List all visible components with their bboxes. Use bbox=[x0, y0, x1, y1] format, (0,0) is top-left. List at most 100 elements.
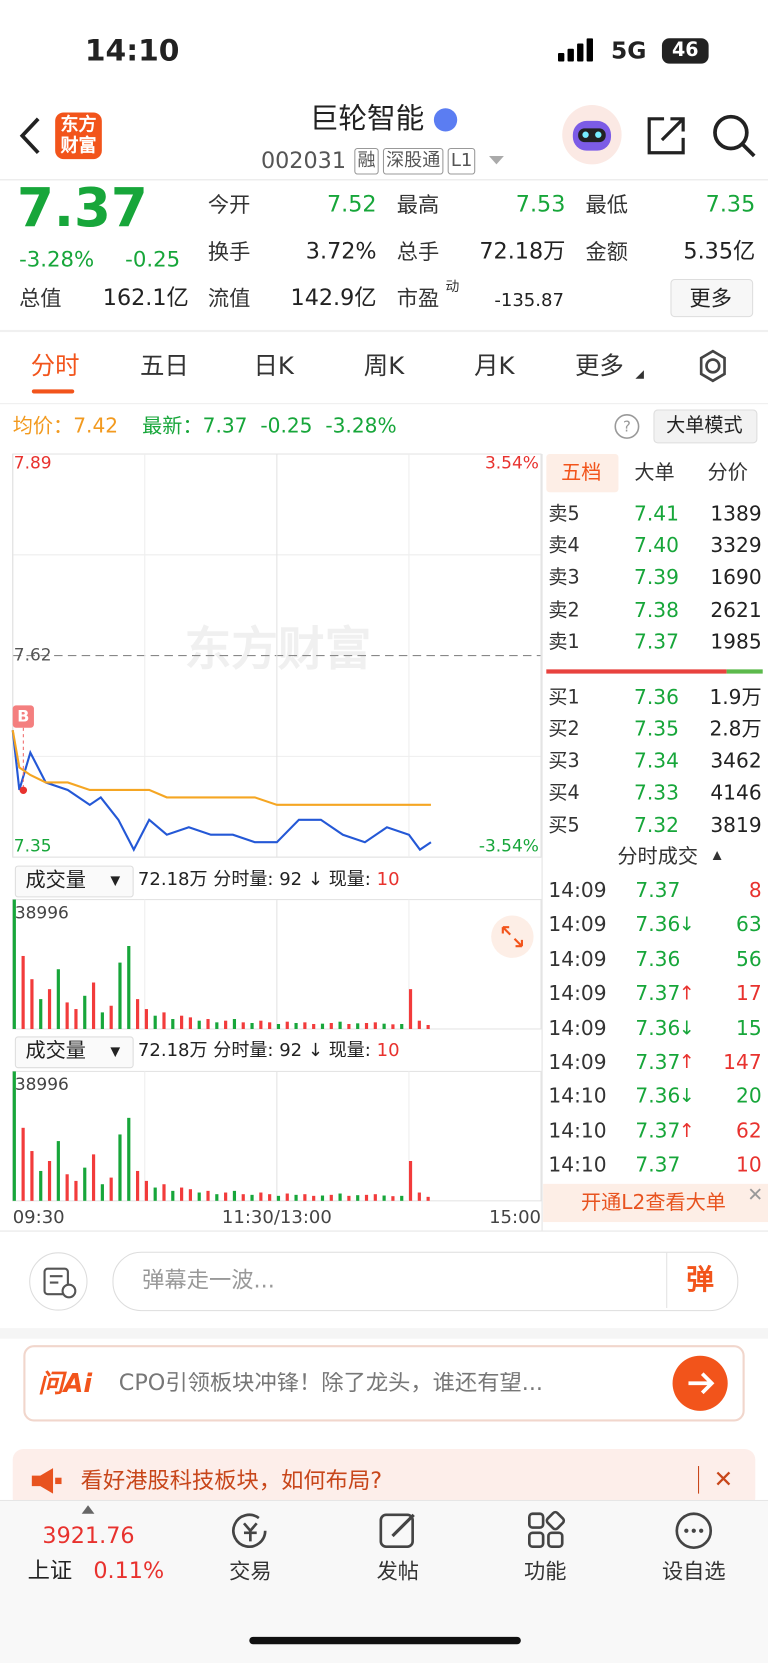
book-tab[interactable]: 五档 bbox=[561, 460, 602, 485]
indicator-select[interactable] bbox=[14, 1036, 134, 1069]
y-tick-label: 7.62 bbox=[14, 646, 52, 666]
l2-button[interactable]: 开通L2查看大单 bbox=[580, 1190, 726, 1215]
close-button[interactable]: ✕ bbox=[747, 1183, 764, 1207]
exchange-tag: 融 bbox=[354, 147, 379, 175]
nav-item[interactable]: 设自选 bbox=[661, 1558, 726, 1584]
index-name[interactable]: 上证 bbox=[27, 1557, 73, 1584]
volume-bar bbox=[417, 1192, 421, 1201]
index-change[interactable]: 0.11% bbox=[93, 1557, 165, 1584]
trades-title[interactable]: 分时成交 bbox=[617, 844, 699, 869]
book-price: 7.37 bbox=[634, 630, 679, 654]
post-icon[interactable] bbox=[378, 1510, 420, 1552]
banner-close[interactable]: ✕ bbox=[713, 1467, 734, 1494]
svg-text:?: ? bbox=[623, 418, 631, 436]
more-button-label[interactable]: 更多 bbox=[689, 285, 732, 311]
volume-bar bbox=[276, 1023, 281, 1029]
indicator-select[interactable] bbox=[14, 865, 134, 898]
volume-info: 72.18万 分时量: 92 ↓ 现量: 10 bbox=[138, 1042, 400, 1060]
watchlist-icon[interactable] bbox=[674, 1511, 714, 1551]
nav-item[interactable]: 交易 bbox=[229, 1558, 272, 1584]
volume-bar bbox=[21, 1127, 25, 1201]
share-button[interactable] bbox=[645, 115, 690, 157]
book-label: 卖4 bbox=[548, 534, 580, 557]
nav-item[interactable]: 功能 bbox=[524, 1558, 567, 1584]
settings-button[interactable] bbox=[696, 349, 730, 383]
tab[interactable]: 日K bbox=[253, 352, 294, 381]
bottom-nav bbox=[0, 1499, 768, 1663]
y-tick-label: 7.35 bbox=[14, 837, 52, 857]
volume-bar bbox=[100, 1012, 104, 1029]
book-label: 卖5 bbox=[548, 502, 580, 526]
index-value[interactable]: 3921.76 bbox=[42, 1522, 135, 1549]
verified-badge bbox=[433, 108, 458, 132]
volume-label[interactable]: 成交量 bbox=[25, 1039, 86, 1063]
tab[interactable]: 月K bbox=[474, 352, 515, 381]
danmaku-button[interactable]: 弹 bbox=[686, 1264, 714, 1297]
expand-button[interactable] bbox=[491, 915, 534, 958]
ai-send-button[interactable] bbox=[671, 1355, 728, 1412]
volume-bar bbox=[135, 999, 140, 1029]
volume-bar bbox=[65, 1174, 69, 1201]
tab[interactable]: 更多 bbox=[574, 352, 624, 381]
trade-arrow: ↓ bbox=[678, 1085, 695, 1108]
book-price: 7.41 bbox=[634, 502, 679, 526]
last-price: 7.37 bbox=[16, 177, 148, 239]
price-line bbox=[11, 730, 432, 852]
volume-bar bbox=[347, 1023, 351, 1029]
book-label: 买4 bbox=[548, 781, 580, 805]
trade-volume: 17 bbox=[735, 981, 762, 1006]
tab[interactable]: 周K bbox=[363, 352, 405, 381]
comment-settings[interactable] bbox=[29, 1252, 88, 1311]
back-button[interactable] bbox=[17, 117, 47, 155]
more-button[interactable] bbox=[670, 278, 754, 318]
nav-item[interactable]: 发帖 bbox=[376, 1558, 420, 1584]
dropdown-arrow[interactable] bbox=[488, 155, 505, 166]
l2-banner[interactable] bbox=[543, 1183, 768, 1223]
book-tab[interactable]: 大单 bbox=[634, 460, 675, 485]
field-value: 3.72% bbox=[305, 238, 377, 264]
search-button[interactable] bbox=[711, 112, 758, 159]
comment-placeholder[interactable]: 弹幕走一波... bbox=[142, 1267, 275, 1293]
ai-prompt[interactable]: CPO引领板块冲锋！除了龙头，谁还有望... bbox=[118, 1372, 544, 1395]
trade-price: 7.37 bbox=[635, 1050, 681, 1075]
avg-label: 均价：7.42 bbox=[13, 416, 118, 436]
trade-icon[interactable] bbox=[229, 1511, 271, 1551]
volume-bar bbox=[426, 1196, 430, 1201]
big-order-mode-button[interactable] bbox=[653, 409, 758, 444]
field-label: 今开 bbox=[207, 192, 251, 218]
big-order-mode-label[interactable]: 大单模式 bbox=[666, 414, 743, 438]
book-volume: 1985 bbox=[710, 630, 762, 654]
volume-label[interactable]: 成交量 bbox=[25, 868, 86, 892]
ratio-bar-buy bbox=[726, 669, 763, 674]
volume-bar bbox=[153, 1015, 157, 1029]
tab[interactable]: 分时 bbox=[30, 352, 80, 381]
news-banner[interactable] bbox=[12, 1449, 756, 1509]
volume-bar bbox=[180, 1187, 184, 1201]
comment-input[interactable] bbox=[112, 1251, 739, 1312]
trade-price: 7.36 bbox=[635, 913, 681, 937]
signal-icon bbox=[557, 38, 593, 62]
field-value: 7.35 bbox=[705, 191, 756, 217]
volume-bar bbox=[312, 1195, 316, 1201]
volume-info: 72.18万 分时量: 92 ↓ 现量: 10 bbox=[138, 871, 400, 889]
volume-bar bbox=[47, 1161, 52, 1201]
trade-volume: 20 bbox=[735, 1085, 762, 1109]
trade-time: 14:09 bbox=[548, 913, 607, 937]
robot-assistant[interactable] bbox=[560, 104, 624, 166]
volume-bar bbox=[12, 1071, 16, 1201]
function-icon[interactable] bbox=[526, 1510, 566, 1551]
ai-card[interactable] bbox=[23, 1345, 745, 1422]
volume-bar bbox=[320, 1195, 325, 1201]
tab[interactable]: 五日 bbox=[140, 352, 189, 381]
help-icon[interactable]: ? bbox=[613, 413, 641, 441]
volume-bar bbox=[180, 1015, 184, 1029]
volume-bar bbox=[91, 982, 96, 1029]
banner-text[interactable]: 看好港股科技板块，如何布局? bbox=[80, 1467, 383, 1494]
volume-bar bbox=[109, 1177, 113, 1201]
book-volume: 3462 bbox=[710, 749, 762, 773]
field-value: 142.9亿 bbox=[290, 284, 377, 311]
book-tab[interactable]: 分价 bbox=[707, 460, 748, 485]
expand-icon bbox=[501, 926, 523, 948]
trade-time: 14:09 bbox=[548, 1050, 607, 1075]
